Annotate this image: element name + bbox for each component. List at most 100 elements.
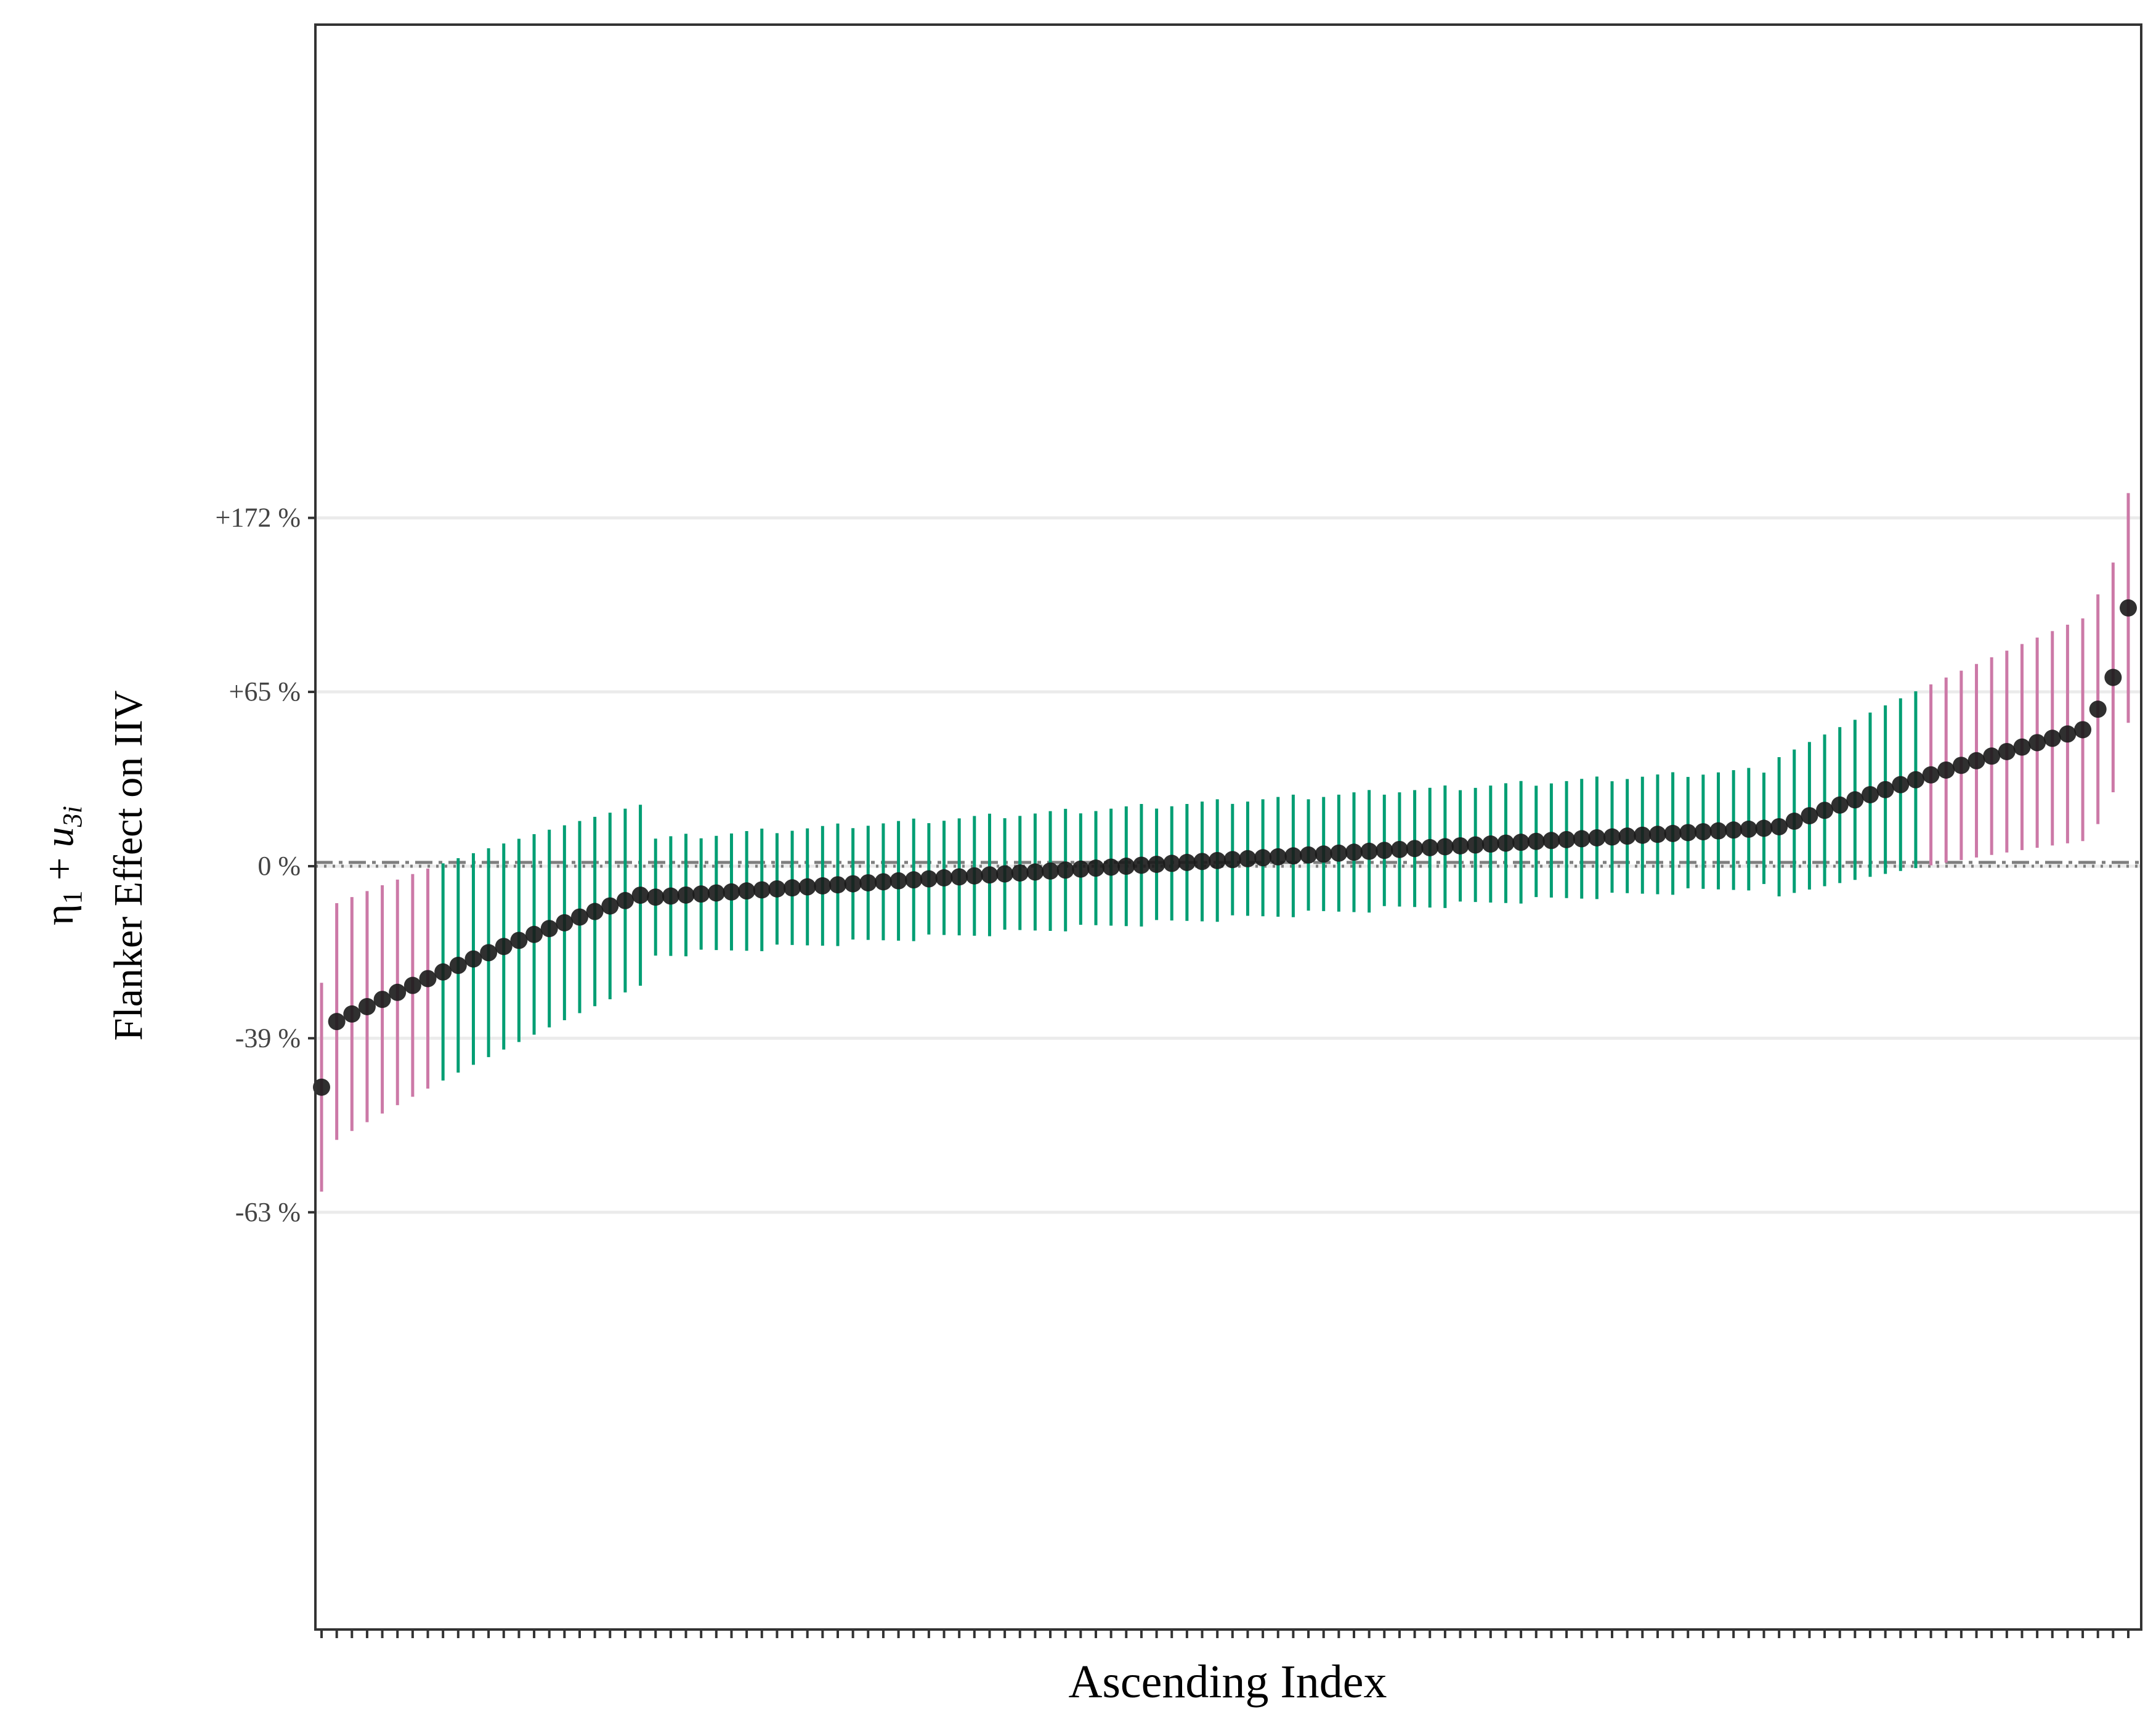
point-8 [434, 963, 452, 981]
point-19 [601, 897, 619, 915]
point-69 [1360, 842, 1378, 860]
point-14 [525, 925, 543, 943]
point-93 [1725, 821, 1743, 839]
point-104 [1892, 776, 1910, 794]
point-39 [905, 871, 923, 889]
point-54 [1132, 856, 1150, 874]
y-tick-label-2: 0 % [257, 851, 301, 881]
point-97 [1785, 812, 1803, 830]
point-62 [1254, 849, 1272, 867]
point-30 [768, 880, 786, 898]
point-10 [464, 950, 482, 968]
plot-panel-background [315, 25, 2141, 1630]
point-57 [1178, 853, 1196, 871]
point-27 [723, 883, 740, 901]
point-53 [1117, 858, 1135, 875]
point-87 [1634, 826, 1651, 844]
point-22 [647, 888, 665, 906]
point-47 [1026, 863, 1044, 881]
point-59 [1209, 851, 1226, 869]
point-86 [1618, 827, 1636, 845]
point-55 [1148, 855, 1165, 873]
point-90 [1679, 824, 1697, 842]
point-20 [616, 891, 634, 909]
point-73 [1421, 838, 1439, 856]
point-40 [920, 870, 938, 888]
point-46 [1011, 864, 1029, 882]
point-49 [1056, 861, 1074, 879]
point-2 [343, 1005, 361, 1023]
point-74 [1436, 838, 1454, 856]
point-7 [419, 970, 437, 988]
point-92 [1709, 822, 1727, 840]
point-18 [586, 903, 604, 920]
x-axis-title: Ascending Index [1068, 1656, 1387, 1708]
point-34 [829, 876, 846, 894]
point-65 [1300, 846, 1318, 864]
point-26 [707, 884, 725, 902]
point-100 [1831, 796, 1849, 814]
point-79 [1512, 834, 1530, 851]
point-66 [1315, 845, 1332, 863]
point-4 [373, 991, 391, 1009]
y-tick-label-4: +172 % [216, 503, 301, 533]
point-116 [2074, 721, 2092, 739]
point-80 [1527, 832, 1545, 850]
point-108 [1952, 757, 1970, 774]
point-25 [692, 885, 710, 903]
point-23 [662, 887, 679, 905]
point-21 [631, 887, 649, 904]
point-31 [784, 879, 801, 897]
point-5 [389, 983, 407, 1001]
point-83 [1573, 830, 1591, 848]
point-81 [1542, 832, 1560, 850]
point-99 [1816, 802, 1834, 819]
point-112 [2013, 738, 2031, 756]
point-56 [1163, 854, 1181, 872]
plot-frame [314, 23, 2142, 1631]
y-axis-math-label: η1 + u3i [37, 806, 87, 925]
point-12 [495, 938, 513, 956]
point-41 [935, 869, 953, 887]
point-24 [677, 886, 695, 904]
point-113 [2028, 734, 2046, 752]
eta-subscript: 1 [57, 890, 87, 904]
y-axis-title: Flanker Effect on IIV [106, 691, 151, 1041]
point-36 [859, 874, 877, 891]
point-52 [1102, 858, 1120, 876]
point-44 [981, 866, 999, 884]
point-76 [1467, 836, 1485, 854]
point-77 [1481, 835, 1499, 853]
point-119 [2120, 599, 2137, 617]
point-58 [1193, 853, 1211, 871]
point-9 [449, 957, 467, 975]
eta-symbol: η [37, 904, 82, 925]
point-1 [328, 1013, 346, 1031]
point-16 [556, 914, 573, 932]
u-subscript: 3i [57, 806, 87, 827]
point-114 [2043, 729, 2061, 747]
point-33 [814, 877, 832, 895]
point-71 [1390, 840, 1408, 858]
y-axis: -63 % -39 % 0 % +65 % +172 % [216, 503, 315, 1227]
point-60 [1223, 851, 1241, 869]
point-96 [1770, 818, 1788, 835]
point-61 [1239, 850, 1257, 867]
point-64 [1284, 847, 1302, 865]
point-109 [1968, 752, 1985, 769]
y-axis-math-title: η1 + u3i [37, 806, 87, 925]
point-115 [2059, 725, 2077, 743]
point-0 [313, 1078, 330, 1096]
point-98 [1801, 807, 1818, 825]
y-tick-label-1: -39 % [235, 1023, 301, 1053]
point-101 [1846, 791, 1864, 809]
point-85 [1603, 828, 1621, 846]
point-106 [1922, 766, 1940, 784]
panel-rect [315, 25, 2141, 1630]
point-43 [965, 867, 983, 885]
y-tick-label-0: -63 % [235, 1197, 301, 1227]
point-117 [2089, 700, 2107, 718]
point-78 [1497, 834, 1515, 852]
point-111 [1998, 742, 2016, 760]
